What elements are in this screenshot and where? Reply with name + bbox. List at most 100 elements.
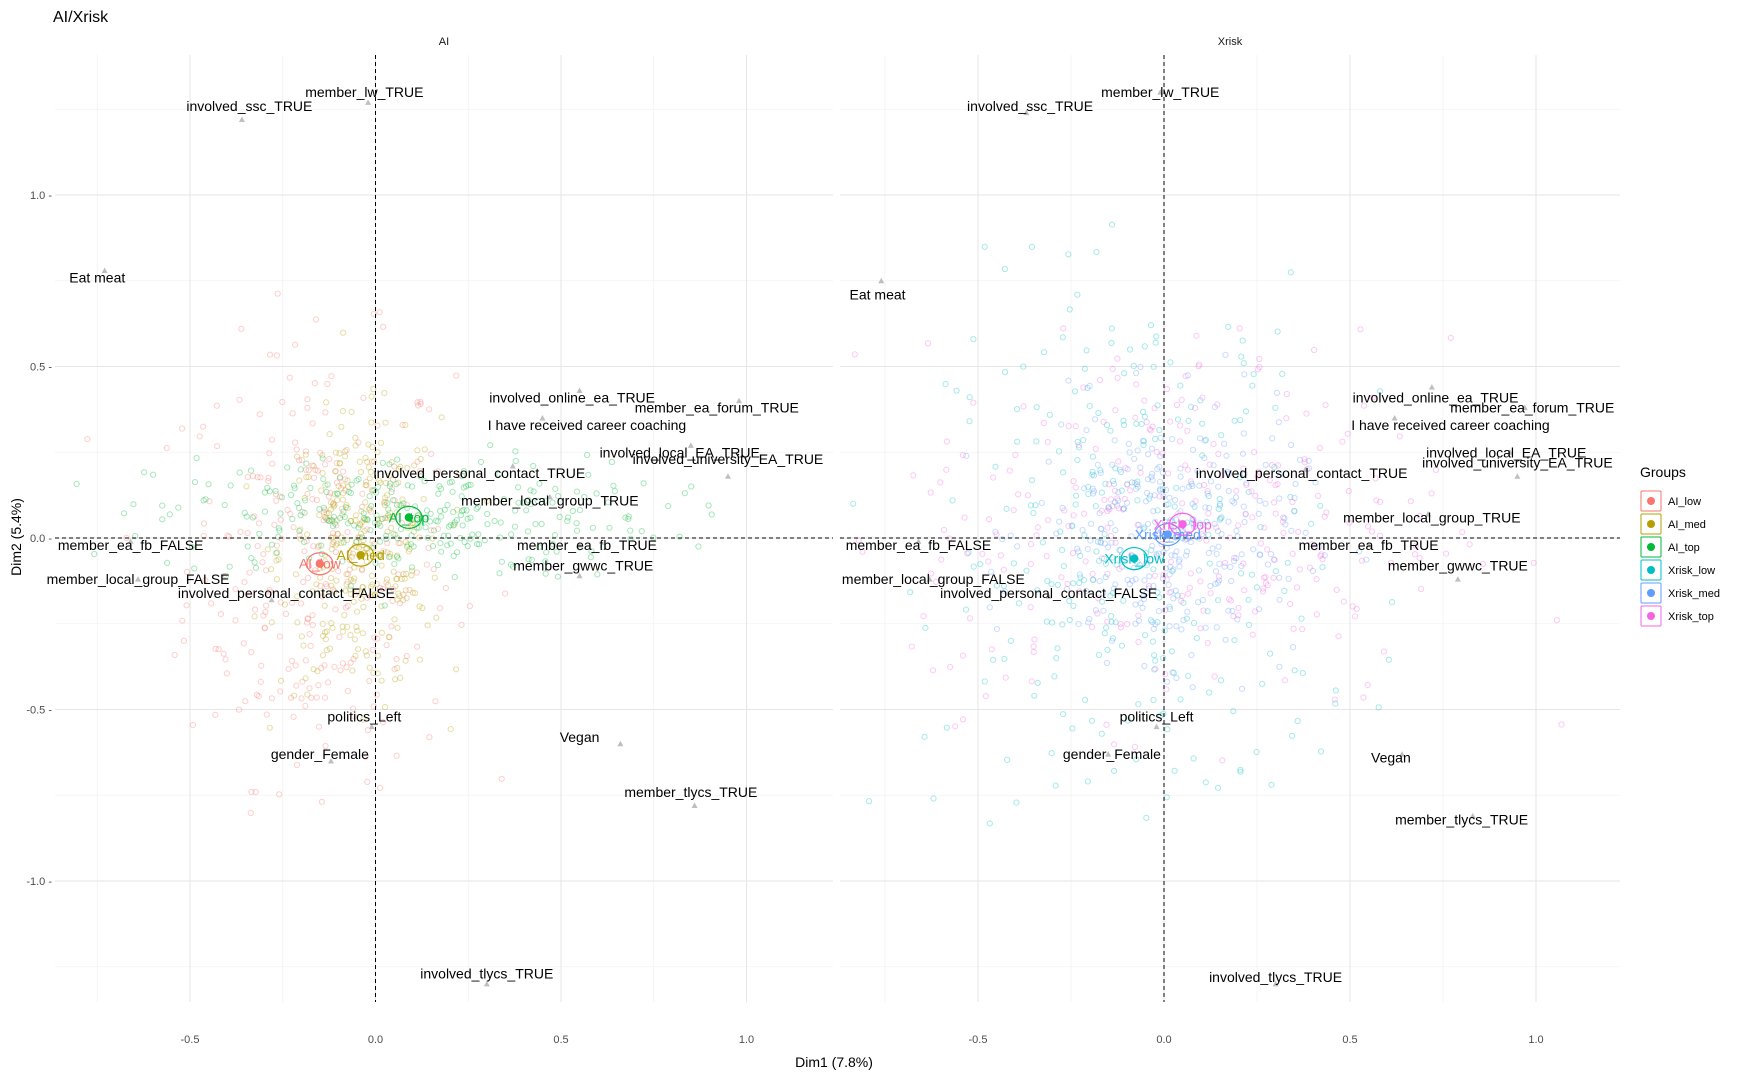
individual-point	[377, 552, 384, 559]
individual-point	[1215, 597, 1222, 604]
individual-point	[377, 784, 384, 792]
individual-point	[1152, 657, 1159, 664]
individual-point	[1226, 596, 1233, 603]
individual-point	[379, 459, 386, 466]
individual-point	[1111, 437, 1118, 444]
individual-point	[329, 541, 336, 548]
individual-point	[681, 490, 688, 497]
individual-point	[1197, 397, 1204, 404]
individual-point	[347, 632, 354, 639]
individual-point	[366, 506, 373, 513]
individual-point	[1148, 473, 1155, 481]
variable-label: member_gwwc_TRUE	[1388, 557, 1528, 573]
individual-point	[366, 664, 373, 671]
individual-point	[855, 537, 862, 544]
individual-point	[1197, 625, 1204, 632]
individual-point	[1055, 448, 1063, 455]
individual-point	[1033, 438, 1040, 445]
individual-point	[1065, 523, 1072, 530]
individual-point	[1273, 389, 1281, 396]
individual-point	[266, 450, 273, 457]
individual-point	[1034, 587, 1041, 594]
individual-point	[625, 515, 632, 523]
individual-point	[344, 688, 351, 695]
individual-point	[365, 464, 372, 471]
individual-point	[1160, 655, 1167, 662]
individual-point	[426, 406, 433, 413]
x-tick-label: 1.0	[739, 1034, 754, 1046]
individual-point	[993, 531, 1000, 538]
individual-point	[332, 449, 339, 456]
individual-point	[316, 506, 323, 513]
individual-point	[1294, 584, 1301, 591]
individual-point	[417, 400, 424, 407]
individual-point	[268, 695, 275, 702]
individual-point	[315, 542, 322, 549]
individual-point	[1308, 520, 1315, 527]
individual-point	[340, 508, 347, 515]
individual-point	[1282, 521, 1289, 528]
individual-point	[1191, 405, 1199, 412]
individual-point	[191, 479, 199, 486]
individual-point	[1149, 542, 1156, 550]
individual-point	[313, 581, 320, 588]
individual-point	[1110, 477, 1117, 484]
x-tick-label: 1.0	[1528, 1034, 1543, 1046]
individual-point	[1280, 514, 1287, 521]
individual-point	[1140, 442, 1147, 449]
individual-point	[459, 508, 466, 515]
individual-point	[1084, 546, 1091, 553]
individual-point	[993, 582, 1000, 589]
individual-point	[367, 508, 374, 515]
individual-point	[366, 677, 373, 685]
individual-point	[402, 587, 409, 594]
individual-point	[332, 468, 339, 475]
individual-point	[264, 546, 271, 553]
individual-point	[346, 566, 353, 573]
individual-point	[1230, 613, 1237, 620]
individual-point	[484, 510, 491, 518]
individual-point	[1080, 436, 1087, 444]
individual-point	[409, 520, 416, 527]
individual-point	[1236, 474, 1244, 481]
individual-point	[1120, 417, 1127, 424]
individual-point	[333, 479, 341, 486]
individual-point	[1152, 621, 1159, 628]
individual-point	[1065, 251, 1072, 258]
individual-point	[1200, 607, 1207, 614]
variable-label: involved_online_ea_TRUE	[489, 389, 655, 405]
individual-point	[1124, 481, 1131, 488]
group-mean-label: Xrisk_med	[1135, 527, 1201, 543]
individual-point	[304, 531, 311, 538]
individual-point	[1152, 435, 1159, 443]
individual-point	[1027, 502, 1034, 509]
individual-point	[1003, 505, 1010, 512]
individual-point	[429, 543, 437, 550]
individual-point	[247, 809, 254, 817]
variable-label: involved_local_EA_TRUE	[1426, 444, 1586, 460]
individual-point	[927, 489, 934, 496]
individual-point	[1190, 755, 1197, 762]
individual-point	[339, 660, 346, 667]
individual-point	[430, 566, 437, 573]
individual-point	[1167, 558, 1175, 565]
individual-point	[1199, 452, 1206, 459]
individual-point	[306, 685, 313, 692]
individual-point	[520, 499, 527, 506]
individual-point	[1356, 548, 1363, 555]
individual-point	[388, 524, 395, 532]
variable-marker	[1302, 466, 1309, 472]
individual-point	[1254, 473, 1261, 480]
individual-point	[327, 490, 334, 497]
individual-point	[321, 694, 329, 701]
individual-point	[386, 514, 394, 521]
individual-point	[1216, 516, 1224, 523]
individual-point	[1090, 472, 1098, 479]
individual-point	[408, 572, 415, 579]
individual-point	[402, 539, 409, 546]
individual-point	[351, 522, 358, 529]
individual-point	[1164, 726, 1171, 733]
individual-point	[414, 447, 421, 454]
individual-point	[464, 543, 471, 550]
individual-point	[1199, 596, 1207, 604]
